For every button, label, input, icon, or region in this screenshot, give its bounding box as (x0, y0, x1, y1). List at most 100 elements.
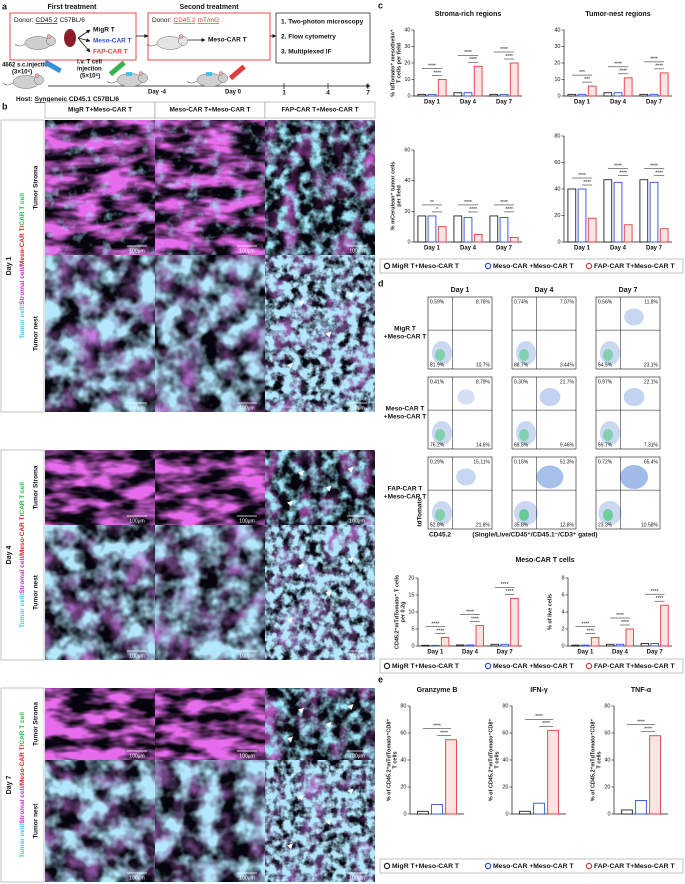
quadrant-value: 65.4% (644, 459, 659, 465)
tumor-signal (265, 760, 375, 882)
quadrant-value: 23.1% (644, 362, 659, 368)
bar (577, 93, 587, 97)
x-tick-label: Day 7 (496, 246, 513, 252)
mouse-tail (14, 43, 26, 47)
significance: **** (440, 731, 448, 737)
arrowhead-marker (347, 556, 354, 563)
bar (660, 604, 669, 647)
bar (567, 93, 577, 97)
bar (440, 637, 450, 647)
text-part: Donor: (152, 17, 172, 24)
y-tick-label: 10 (408, 609, 414, 615)
quadrant-value: 22.1% (644, 379, 659, 385)
tumor-signal (265, 255, 375, 412)
text-part: Syngeneic CD45.1 (35, 96, 92, 103)
row-label: MigR T (394, 326, 416, 333)
text-part: C57BL/6 (60, 17, 86, 24)
scale-bar-label: 100μm (239, 405, 254, 411)
day-label: Day 1 (6, 257, 13, 276)
scale-bar-label: 100μm (129, 518, 144, 524)
panel-label: a (2, 1, 8, 11)
legend-label: Meso-CAR +Meso-CAR T (493, 263, 574, 270)
y-axis-label: % of CD45.2⁺mTdTomato⁺CD8⁺ (385, 719, 392, 802)
bar (639, 93, 649, 97)
significance: **** (637, 720, 645, 726)
cell-cloud (539, 388, 561, 406)
significance: **** (578, 173, 586, 179)
legend-marker (484, 662, 492, 670)
region-label: Tumor Stroma (33, 465, 40, 509)
quadrant-value: 8.79% (476, 379, 491, 385)
stromal-signal (155, 450, 265, 525)
y-tick-label: 80 (604, 703, 610, 709)
scale-bar-label: 100μm (349, 518, 364, 524)
significance: **** (621, 620, 629, 626)
bar (463, 92, 473, 97)
channel: CAR T cell (19, 712, 26, 745)
x-tick-label: Day 1 (427, 650, 444, 656)
arrow (77, 37, 91, 43)
day-label: Day 7 (6, 776, 13, 795)
significance: **** (500, 47, 508, 53)
quadrant-value: 51.3% (560, 459, 575, 465)
cell-type: MigR T (93, 27, 115, 34)
cell-cloud (620, 465, 648, 489)
y-tick-label: 20 (404, 209, 410, 215)
column-header-box (264, 101, 376, 119)
bar (417, 215, 427, 243)
significance: **** (505, 54, 513, 60)
y-tick-label: 0 (403, 811, 406, 817)
tumor-signal (155, 255, 265, 412)
channel: Tumor cell/ (19, 824, 26, 858)
quadrant-value: 62.8% (430, 522, 445, 528)
tumor-signal (45, 255, 155, 412)
y-tick-label: 40 (502, 757, 508, 763)
x-tick-label: Day 7 (646, 246, 663, 252)
channel: Tumor cell/ (19, 594, 26, 628)
donor-line: Host: Syngeneic CD45.1 C57BL/6 (16, 96, 119, 103)
significance: **** (436, 628, 444, 634)
y-axis-label: per 0.2g (400, 601, 406, 622)
tumor-signal (45, 760, 155, 882)
x-tick-label: Day 4 (610, 246, 627, 252)
readout: 1. Two-photon microscopy (281, 19, 364, 26)
bar (437, 79, 447, 97)
bar (603, 179, 613, 243)
scale-bar-label: 100μm (349, 248, 364, 254)
mouse-ear (34, 73, 40, 78)
arrowhead-marker (347, 704, 354, 710)
bar (465, 644, 475, 647)
bar (640, 643, 650, 647)
annotation: injection (77, 67, 102, 73)
arrowhead-marker (325, 722, 332, 728)
quadrant-value: 0.72% (598, 459, 613, 465)
chart-title: TNF-α (631, 687, 652, 694)
donor-line: Donor: CD45.2 C57BL/6 (14, 17, 85, 24)
column-header: Meso-CAR T+Meso-CAR T (169, 107, 250, 114)
legend-label: Meso-CAR +Meso-CAR T (493, 863, 574, 870)
bar (463, 217, 473, 243)
significance: **** (655, 64, 663, 70)
significance: **** (581, 621, 589, 627)
significance: ** (430, 200, 434, 206)
significance: **** (619, 171, 627, 177)
scale-bar-label: 100μm (129, 653, 144, 659)
arrowhead-marker (347, 788, 354, 795)
y-tick-label: 20 (554, 213, 560, 219)
axis-label: CD45.2 (429, 532, 451, 539)
legend-box (379, 858, 684, 874)
annotation: 4662 s.c.injection (2, 63, 52, 69)
x-tick-label: Day 4 (610, 100, 627, 106)
quadrant-value: 64.5% (598, 362, 613, 368)
x-tick-label: Day 4 (460, 100, 477, 106)
row-label: +Meso-CAR T (384, 414, 426, 421)
mouse-tail (106, 80, 118, 84)
cell-cloud-core (435, 509, 445, 521)
arrowhead-marker (325, 590, 332, 597)
channel: Meso-CAR T/ (19, 514, 26, 555)
channel: Stromal cell/ (19, 785, 26, 824)
quadrant-value: 7.31% (644, 442, 659, 448)
cell-cloud-core (519, 349, 529, 361)
scale-bar-label: 100μm (239, 518, 254, 524)
